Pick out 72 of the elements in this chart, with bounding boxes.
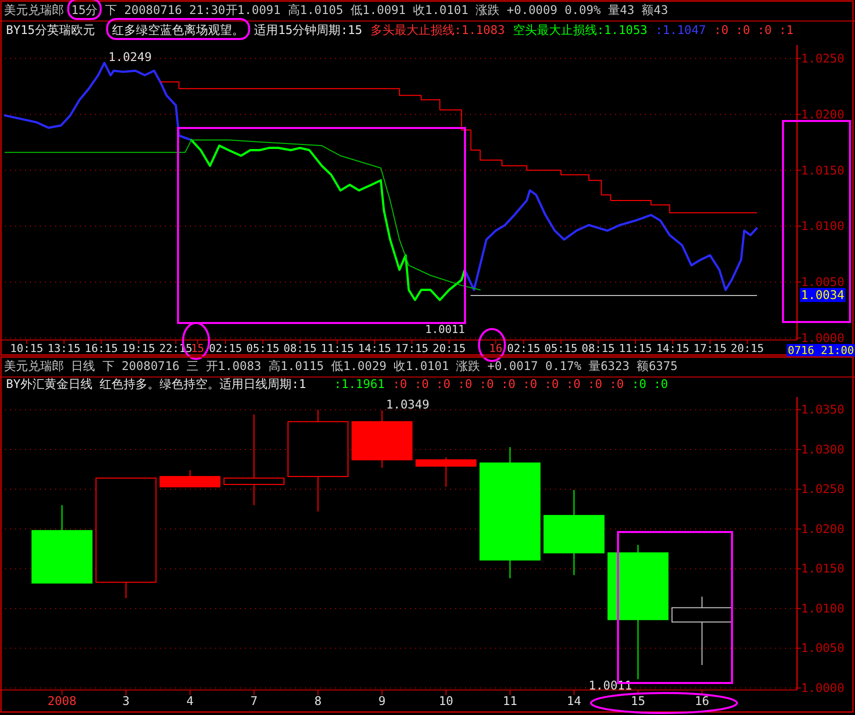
y-tick-label: 1.0200 xyxy=(801,107,844,122)
x-tick-label: 15 xyxy=(190,342,204,355)
candlestick xyxy=(672,596,732,666)
annotation: 1.0349 xyxy=(386,398,430,412)
text: 1.0034 xyxy=(801,288,844,302)
y-tick-label: 1.0300 xyxy=(801,442,844,456)
y-tick-label: 1.0050 xyxy=(801,275,844,290)
candlestick xyxy=(608,544,668,680)
candlestick xyxy=(480,446,540,579)
annotation: 1.0011 xyxy=(425,323,465,336)
line-series xyxy=(4,140,481,290)
x-tick-label: 20:15 xyxy=(432,342,466,355)
x-tick-label: 4 xyxy=(186,694,194,708)
text: :0 :0 :0 :0 :0 :0 :0 :0 :0 :0 :0 xyxy=(392,377,624,391)
x-tick-label: 05:15 xyxy=(544,342,578,355)
candlestick xyxy=(288,409,348,512)
y-tick-label: 1.0050 xyxy=(801,641,844,656)
x-tick-label: 9 xyxy=(378,694,386,708)
y-tick-label: 1.0100 xyxy=(801,601,844,616)
y-tick-label: 1.0200 xyxy=(801,522,844,536)
y-tick-label: 1.0000 xyxy=(801,681,844,695)
x-tick-label: 17:15 xyxy=(693,342,727,355)
x-tick-label: 11:15 xyxy=(618,342,652,355)
text: :1.1961 xyxy=(334,377,385,391)
x-tick-label: 16 xyxy=(694,694,710,708)
candlestick xyxy=(224,414,284,506)
x-tick-label: 05:15 xyxy=(246,342,280,355)
text: :0 :0 xyxy=(632,377,668,391)
line-series xyxy=(464,189,758,292)
x-tick-label: 7 xyxy=(250,694,258,708)
x-tick-label: 15 xyxy=(630,694,646,708)
x-tick-label: 3 xyxy=(122,694,130,708)
y-tick-label: 1.0000 xyxy=(801,331,844,345)
text: 多头最大止损线:1.1083 xyxy=(370,23,505,37)
x-tick-label: 20:15 xyxy=(730,342,764,355)
y-tick-label: 1.0100 xyxy=(801,219,844,234)
y-tick-label: 1.0250 xyxy=(801,51,844,66)
candlestick xyxy=(544,490,604,576)
x-tick-label: 16:15 xyxy=(84,342,118,355)
x-tick-label: 11 xyxy=(502,694,518,708)
x-tick-label: 8 xyxy=(314,694,322,708)
text: 0716 21:00 xyxy=(788,344,854,357)
text: BY15分英瑞欧元 红多绿空蓝色离场观望。适用15分钟周期:15 xyxy=(6,23,362,37)
candlestick xyxy=(352,410,412,468)
x-tick-label: 13:15 xyxy=(47,342,81,355)
y-tick-label: 1.0150 xyxy=(801,562,844,576)
x-tick-label: 11:15 xyxy=(320,342,354,355)
x-tick-label: 08:15 xyxy=(582,342,615,355)
line-series xyxy=(190,138,466,302)
x-tick-label: 02:15 xyxy=(507,342,540,355)
x-tick-label: 10:15 xyxy=(10,342,44,355)
chart-title: 美元兑瑞郎 15分 下 20080716 21:30开1.0091 高1.0105 低1.0091 收1.0101 涨跌 +0.0009 0.09% 量43 额43 xyxy=(4,3,668,17)
x-tick-label: 14:15 xyxy=(358,342,392,355)
text: :1.1047 xyxy=(655,23,706,37)
y-tick-label: 1.0150 xyxy=(801,163,844,178)
text: :0 :0 :0 :1 xyxy=(714,23,794,37)
y-tick-label: 1.0250 xyxy=(801,482,844,496)
x-tick-label: 14 xyxy=(566,694,582,708)
text: 空头最大止损线:1.1053 xyxy=(512,23,648,37)
x-tick-label: 17:15 xyxy=(395,342,428,355)
x-tick-label: 2008 xyxy=(48,694,76,708)
x-tick-label: 10 xyxy=(438,694,454,708)
x-tick-label: 16 xyxy=(489,342,502,355)
x-tick-label: 14:15 xyxy=(656,342,690,355)
annotation: 1.0249 xyxy=(108,50,152,64)
x-tick-label: 02:15 xyxy=(208,342,242,355)
line-series xyxy=(4,62,192,142)
chart-title: 美元兑瑞郎 日线 下 20080716 三 开1.0083 高1.0115 低1.0029 收1.0101 涨跌 +0.0017 0.17% 量6323 额6375 xyxy=(4,359,678,373)
x-tick-label: 08:15 xyxy=(283,342,317,355)
chart-subtitle: BY外汇黄金日线 红色持多。绿色持空。适用日线周期:1 xyxy=(6,377,306,391)
y-tick-label: 1.0350 xyxy=(801,402,844,417)
x-tick-label: 19:15 xyxy=(122,342,156,355)
